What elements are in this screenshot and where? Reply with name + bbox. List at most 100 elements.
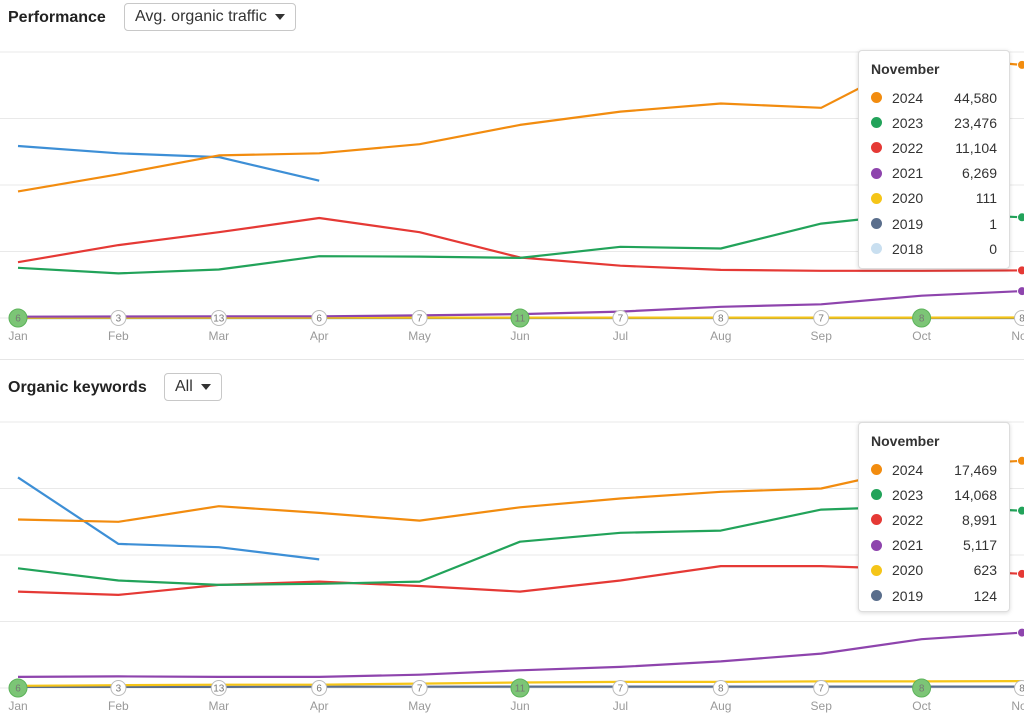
annotation-marker-circle	[411, 310, 428, 326]
x-tick-label: Feb	[108, 329, 129, 343]
annotation-marker[interactable]: 7	[411, 310, 428, 326]
series-end-point-2021[interactable]	[1017, 627, 1024, 638]
annotation-marker[interactable]: 11	[510, 308, 530, 328]
legend-dot-icon	[871, 192, 882, 204]
series-end-point-2024[interactable]	[1017, 59, 1024, 70]
series-end-point-2023[interactable]	[1017, 505, 1024, 516]
annotation-marker[interactable]: 7	[813, 680, 830, 696]
annotation-marker-count: 7	[818, 684, 824, 695]
tooltip-row-2022: 2022 11,104	[871, 135, 997, 160]
series-line-2022[interactable]	[17, 565, 1023, 596]
series-line-2023[interactable]	[17, 211, 1023, 275]
x-tick-label: Jun	[510, 699, 529, 713]
annotation-marker-circle	[1014, 680, 1024, 696]
tooltip-value: 23,476	[954, 114, 997, 131]
tooltip-year: 2021	[892, 165, 924, 182]
x-tick-label: Mar	[208, 699, 229, 713]
series-line-unlabeled[interactable]	[17, 476, 320, 561]
organic-keywords-chart[interactable]: 6 3 13 6 7 11 7 8 7 8 8 Jan Feb Mar Apr May Jun Jul Aug Sep…	[0, 410, 1024, 722]
legend-dot-icon	[871, 142, 882, 154]
series-end-point-2022[interactable]	[1017, 568, 1024, 579]
annotation-marker-circle	[411, 680, 428, 696]
legend-dot-icon	[871, 243, 882, 255]
annotation-markers: 6 3 13 6 7 11 7 8 7 8 8	[8, 308, 1024, 328]
annotation-marker-circle	[510, 678, 530, 698]
tooltip-year: 2023	[892, 486, 924, 503]
x-tick-label: Apr	[310, 329, 329, 343]
annotation-marker[interactable]: 6	[311, 310, 328, 326]
annotation-marker-count: 6	[316, 684, 322, 695]
performance-title: Performance	[8, 9, 106, 26]
annotation-marker[interactable]: 6	[311, 680, 328, 696]
tooltip-year: 2018	[892, 240, 924, 257]
series-line-unlabeled[interactable]	[17, 144, 320, 182]
x-tick-label: May	[408, 699, 431, 713]
annotation-marker-count: 8	[919, 314, 925, 325]
annotation-marker[interactable]: 7	[612, 310, 629, 326]
annotation-marker[interactable]: 6	[8, 678, 28, 698]
tooltip-year: 2021	[892, 537, 924, 554]
x-tick-label: Jul	[613, 329, 628, 343]
performance-chart[interactable]: 6 3 13 6 7 11 7 8 7 8 8 Jan Feb Mar Apr May Jun Jul Aug Sep…	[0, 40, 1024, 352]
annotation-marker[interactable]: 13	[210, 680, 227, 696]
x-tick-label: Aug	[710, 329, 731, 343]
series-end-point-2021[interactable]	[1017, 286, 1024, 297]
legend-dot-icon	[871, 92, 882, 104]
annotation-marker[interactable]: 7	[411, 680, 428, 696]
annotation-marker-circle	[712, 310, 729, 326]
annotation-marker[interactable]: 3	[110, 310, 127, 326]
annotation-marker[interactable]: 3	[110, 680, 127, 696]
panel-divider	[0, 359, 1024, 360]
series-line-2024[interactable]	[17, 55, 1023, 193]
x-axis-labels: Jan Feb Mar Apr May Jun Jul Aug Sep Oct Nov	[8, 699, 1024, 713]
keywords-filter-dropdown[interactable]: All	[164, 373, 222, 401]
annotation-marker[interactable]: 13	[210, 310, 227, 326]
series-end-point-2023[interactable]	[1017, 212, 1024, 223]
annotation-marker-circle	[311, 680, 328, 696]
annotation-marker-count: 8	[919, 684, 925, 695]
annotation-marker[interactable]: 7	[612, 680, 629, 696]
tooltip-value: 0	[989, 240, 997, 257]
tooltip-year: 2022	[892, 511, 924, 528]
series-end-point-2022[interactable]	[1017, 265, 1024, 276]
annotation-marker[interactable]: 7	[813, 310, 830, 326]
annotation-marker-count: 13	[213, 314, 225, 325]
annotation-marker[interactable]: 8	[1014, 310, 1024, 326]
legend-dot-icon	[871, 489, 882, 501]
tooltip-value: 5,117	[963, 537, 997, 554]
series-line-2024[interactable]	[17, 459, 1023, 523]
annotation-marker[interactable]: 8	[912, 678, 932, 698]
annotation-marker[interactable]: 8	[712, 680, 729, 696]
annotation-marker[interactable]: 8	[912, 308, 932, 328]
tooltip-year: 2019	[892, 587, 924, 604]
annotation-marker-circle	[311, 310, 328, 326]
annotation-marker-count: 7	[618, 314, 624, 325]
legend-dot-icon	[871, 539, 882, 551]
annotation-marker-circle	[510, 308, 530, 328]
x-tick-label: May	[408, 329, 431, 343]
tooltip-value: 14,068	[954, 486, 997, 503]
x-tick-label: Nov	[1011, 329, 1024, 343]
annotation-marker[interactable]: 8	[1014, 680, 1024, 696]
series-end-point-2024[interactable]	[1017, 455, 1024, 466]
tooltip-value: 11,104	[955, 139, 997, 156]
series-line-2023[interactable]	[17, 505, 1023, 586]
annotation-marker-circle	[8, 308, 28, 328]
tooltip-year: 2022	[892, 139, 924, 156]
annotation-marker-count: 6	[15, 684, 21, 695]
annotation-marker[interactable]: 8	[712, 310, 729, 326]
annotation-marker[interactable]: 6	[8, 308, 28, 328]
x-tick-label: Sep	[811, 699, 833, 713]
annotation-marker-count: 7	[818, 314, 824, 325]
tooltip-row-2023: 2023 14,068	[871, 482, 997, 507]
traffic-metric-dropdown[interactable]: Avg. organic traffic	[124, 3, 296, 31]
caret-down-icon	[200, 384, 211, 390]
tooltip-row-2019: 2019 124	[871, 583, 997, 608]
annotation-marker[interactable]: 11	[510, 678, 530, 698]
annotation-marker-count: 6	[316, 314, 322, 325]
series-line-2021[interactable]	[17, 631, 1023, 678]
annotation-marker-circle	[813, 680, 830, 696]
tooltip-rows: 2024 17,469 2023 14,068 2022 8,991 2021 5,117 20…	[871, 457, 997, 608]
legend-dot-icon	[871, 590, 882, 602]
annotation-marker-circle	[8, 678, 28, 698]
